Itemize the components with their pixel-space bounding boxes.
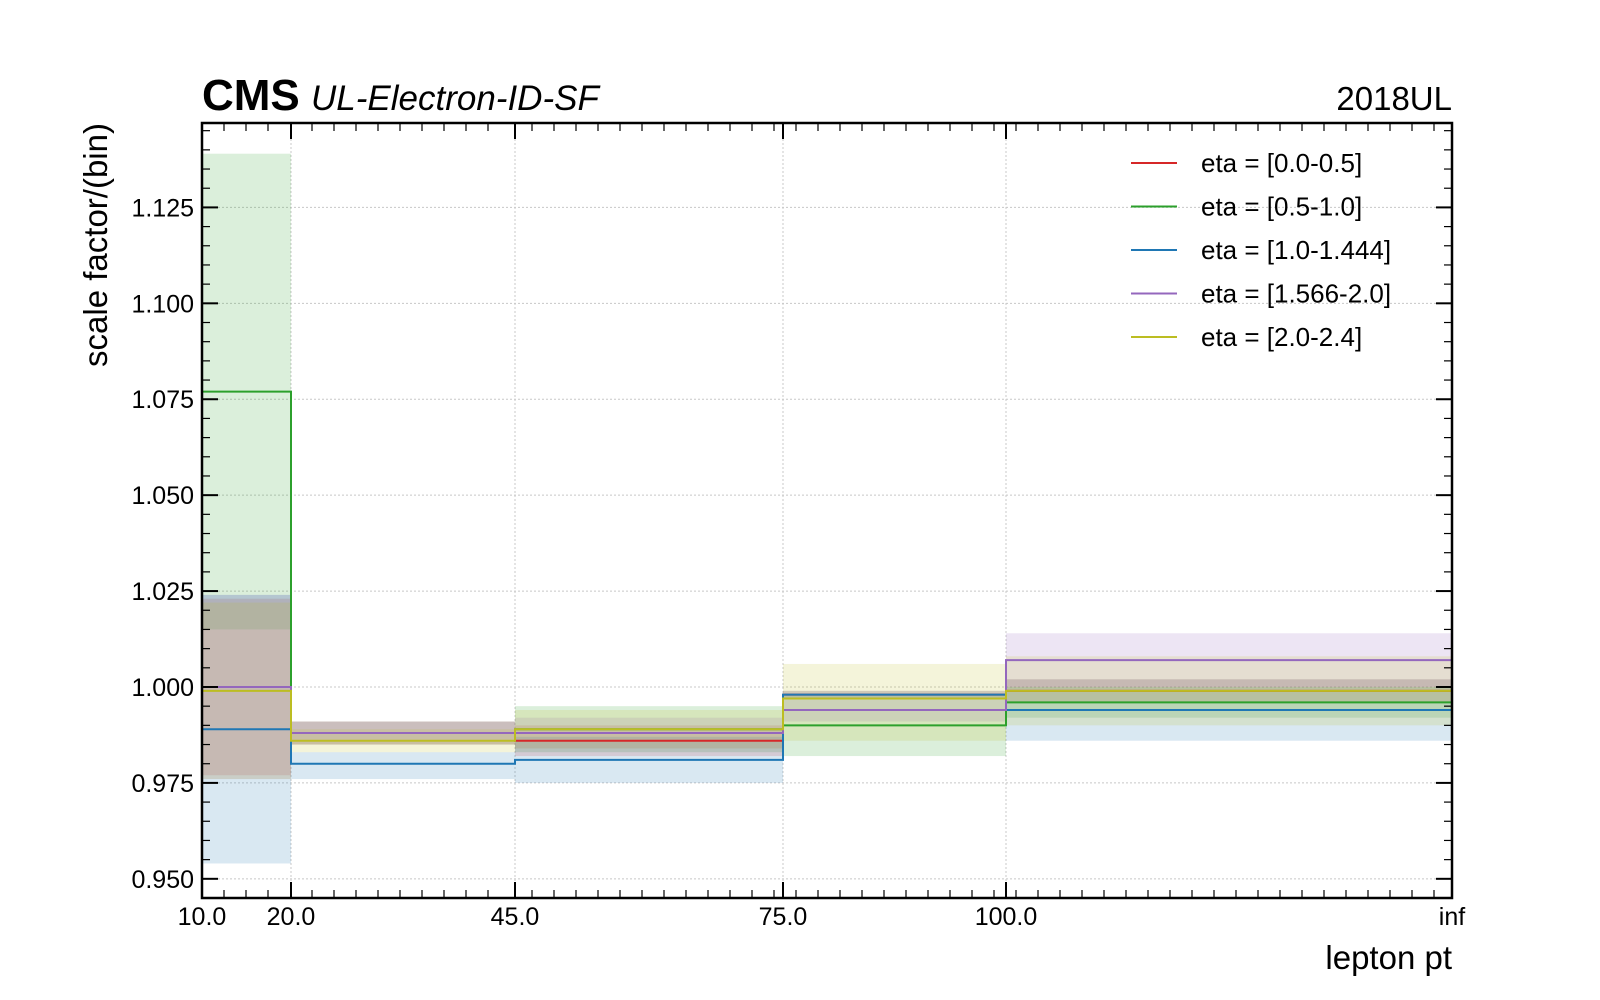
y-tick-label: 0.950 <box>131 866 194 894</box>
x-tick-label: inf <box>1439 903 1465 931</box>
axis-ticks: 0.950 0.975 1.000 1.025 1.050 1.075 1.100 1.125… <box>131 123 1465 931</box>
legend-label: eta = [1.0-1.444] <box>1201 235 1391 265</box>
legend-label: eta = [0.5-1.0] <box>1201 192 1362 222</box>
legend: eta = [0.0-0.5] eta = [0.5-1.0] eta = [1.0… <box>1131 148 1391 352</box>
y-tick-label: 1.100 <box>131 290 194 318</box>
y-tick-label: 1.050 <box>131 482 194 510</box>
era-label: 2018UL <box>1336 80 1452 117</box>
y-tick-label: 0.975 <box>131 770 194 798</box>
legend-label: eta = [2.0-2.4] <box>1201 322 1362 352</box>
series-step-line <box>202 689 1452 742</box>
series-lines <box>202 390 1452 765</box>
cms-sublabel: UL-Electron-ID-SF <box>311 79 601 118</box>
legend-label: eta = [1.566-2.0] <box>1201 279 1391 309</box>
uncertainty-band <box>291 752 515 780</box>
x-tick-label: 10.0 <box>178 903 227 931</box>
x-tick-label: 20.0 <box>267 903 316 931</box>
y-tick-label: 1.000 <box>131 674 194 702</box>
x-tick-label: 100.0 <box>975 903 1038 931</box>
y-axis-title: scale factor/(bin) <box>77 123 114 367</box>
plot-frame <box>200 121 1454 900</box>
x-tick-label: 75.0 <box>759 903 808 931</box>
x-axis-title: lepton pt <box>1325 939 1452 976</box>
y-tick-label: 1.025 <box>131 578 194 606</box>
grid-layer <box>202 123 1452 898</box>
y-tick-label: 1.125 <box>131 194 194 222</box>
x-tick-label: 45.0 <box>491 903 540 931</box>
cms-label: CMS <box>202 71 300 120</box>
uncertainty-band <box>783 663 1006 741</box>
y-tick-label: 1.075 <box>131 386 194 414</box>
legend-label: eta = [0.0-0.5] <box>1201 148 1362 178</box>
